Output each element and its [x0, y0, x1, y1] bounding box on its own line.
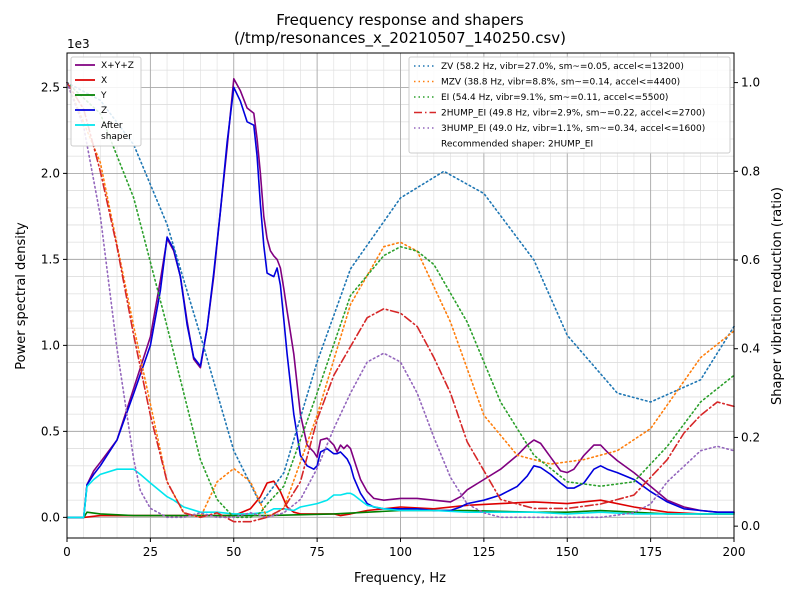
series-line-3hump_ei	[66, 81, 735, 519]
series-line-x-y-z	[66, 78, 735, 519]
x-axis-title: Frequency, Hz	[354, 571, 446, 586]
chart-title: Frequency response and shapers	[276, 11, 524, 29]
y2-axis-title: Shaper vibration reduction (ratio)	[770, 187, 785, 405]
x-tick-label: 125	[472, 545, 495, 559]
series-line-after-shaper	[66, 468, 735, 519]
y-axis-title: Power spectral density	[14, 222, 29, 370]
series-line-2hump_ei	[66, 81, 735, 523]
series-line-zv	[66, 81, 735, 505]
x-tick-label: 75	[309, 545, 324, 559]
legend-label: Y	[100, 91, 107, 101]
legend-psd: X+Y+Z XYZ After shaper	[70, 56, 142, 147]
series-line-z	[66, 86, 735, 519]
legend-label: After shaper	[101, 121, 132, 142]
y-axis-right: 0.0 0.2 0.4 0.6 0.8 1.0	[734, 76, 760, 533]
y2-tick-label: 0.4	[741, 342, 760, 356]
x-tick-label: 100	[389, 545, 412, 559]
legend-label: X+Y+Z	[101, 61, 134, 71]
y2-tick-label: 0.6	[741, 253, 760, 267]
x-tick-label: 0	[63, 545, 71, 559]
legend-label: X	[101, 76, 107, 86]
x-tick-label: 200	[723, 545, 746, 559]
x-tick-label: 175	[639, 545, 662, 559]
y-tick-label: 2.0	[41, 166, 60, 180]
legend-shapers-box	[408, 56, 731, 154]
legend-label: EI (54.4 Hz, vibr=9.1%, sm~=0.11, accel<…	[441, 93, 668, 103]
y-tick-label: 1.5	[41, 252, 60, 266]
legend-label: ZV (58.2 Hz, vibr=27.0%, sm~=0.05, accel…	[441, 62, 684, 72]
chart-subtitle: (/tmp/resonances_x_20210507_140250.csv)	[234, 29, 566, 48]
series-line-ei	[66, 81, 735, 519]
series-line-mzv	[66, 81, 735, 519]
y-tick-label: 0.5	[41, 424, 60, 438]
y2-tick-label: 0.0	[741, 519, 760, 533]
x-tick-label: 50	[226, 545, 241, 559]
y-tick-label: 2.5	[41, 80, 60, 94]
y-axis-left: 0.0 0.5 1.0 1.5 2.0 2.5	[41, 80, 67, 524]
legend-label: 2HUMP_EI (49.8 Hz, vibr=2.9%, sm~=0.22, …	[441, 109, 705, 119]
legend-label: MZV (38.8 Hz, vibr=8.8%, sm~=0.14, accel…	[441, 78, 680, 88]
x-tick-label: 25	[143, 545, 158, 559]
recommended-shaper-note: Recommended shaper: 2HUMP_EI	[441, 140, 593, 150]
legend-shapers: ZV (58.2 Hz, vibr=27.0%, sm~=0.05, accel…	[408, 56, 731, 154]
y-tick-label: 0.0	[41, 510, 60, 524]
psd-series-group	[66, 78, 735, 519]
legend-label: 3HUMP_EI (49.0 Hz, vibr=1.1%, sm~=0.34, …	[441, 124, 705, 134]
x-axis: 0 25 50 75 100 125 150 175 200	[63, 538, 745, 559]
y-tick-label: 1.0	[41, 338, 60, 352]
y2-tick-label: 1.0	[741, 76, 760, 90]
x-tick-label: 150	[556, 545, 579, 559]
y2-tick-label: 0.2	[741, 430, 760, 444]
legend-label: Z	[101, 106, 107, 116]
shaper-series-group	[66, 81, 735, 523]
y-offset-label: 1e3	[67, 37, 90, 51]
y2-tick-label: 0.8	[741, 164, 760, 178]
